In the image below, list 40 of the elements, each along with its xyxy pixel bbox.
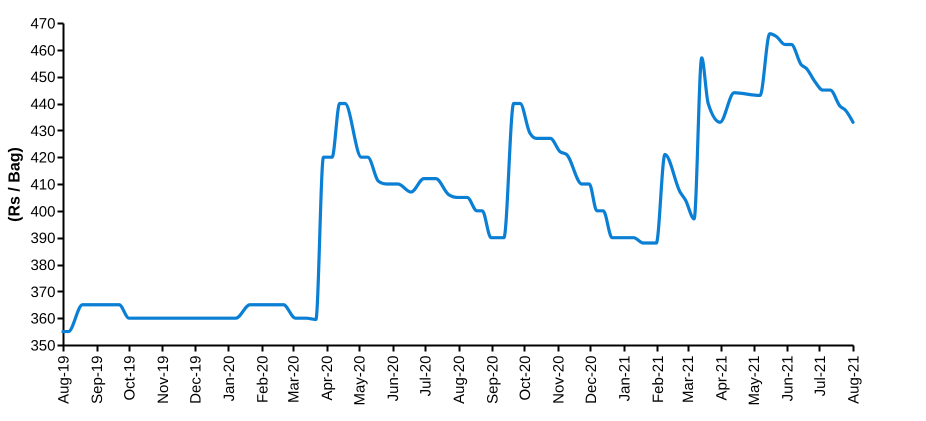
y-tick-label: 450: [30, 69, 56, 86]
y-tick-label: 460: [30, 42, 56, 60]
x-tick-label: Dec-20: [582, 356, 600, 404]
x-tick-label: Aug-20: [451, 356, 468, 404]
x-tick-label: Apr-20: [319, 356, 336, 401]
x-tick-label: Nov-19: [154, 356, 172, 404]
x-tick-label: Oct-20: [516, 356, 534, 401]
x-tick-label: Feb-20: [254, 356, 272, 404]
x-tick-label: Oct-19: [121, 356, 138, 401]
x-tick-label: Jan-21: [616, 356, 634, 402]
y-tick-label: 470: [30, 16, 56, 32]
x-tick-label: Feb-21: [650, 356, 667, 404]
y-tick-label: 350: [30, 338, 56, 354]
y-tick-label: 440: [30, 96, 56, 113]
x-tick-label: Mar-20: [286, 356, 303, 404]
x-tick-label: Dec-19: [187, 356, 204, 404]
y-tick-label: 420: [30, 150, 56, 167]
y-tick-label: 360: [30, 310, 56, 328]
y-axis-title: (Rs / Bag): [6, 147, 24, 222]
y-tick-label: 410: [30, 176, 56, 194]
x-tick-label: Nov-20: [550, 356, 568, 404]
y-tick-label: 380: [30, 257, 56, 274]
x-tick-label: Jul-21: [812, 356, 829, 396]
x-tick-label: Jun-20: [385, 356, 402, 402]
x-tick-label: Jun-21: [780, 356, 797, 402]
y-tick-label: 400: [30, 203, 56, 220]
x-tick-label: Aug-21: [846, 356, 862, 404]
x-tick-label: Mar-21: [680, 356, 698, 404]
y-tick-label: 390: [30, 230, 56, 248]
x-tick-label: Apr-21: [714, 356, 731, 401]
x-tick-label: Aug-19: [56, 356, 72, 404]
line-series: [61, 32, 855, 334]
x-tick-label: May-20: [352, 356, 369, 406]
x-tick-label: Sep-19: [89, 356, 106, 404]
x-tick-label: May-21: [746, 356, 764, 406]
y-tick-label: 430: [30, 122, 56, 140]
x-tick-label: Jan-20: [220, 356, 238, 402]
y-tick-label: 370: [30, 284, 56, 301]
x-tick-label: Jul-20: [418, 356, 435, 396]
x-tick-label: Sep-20: [484, 356, 502, 404]
